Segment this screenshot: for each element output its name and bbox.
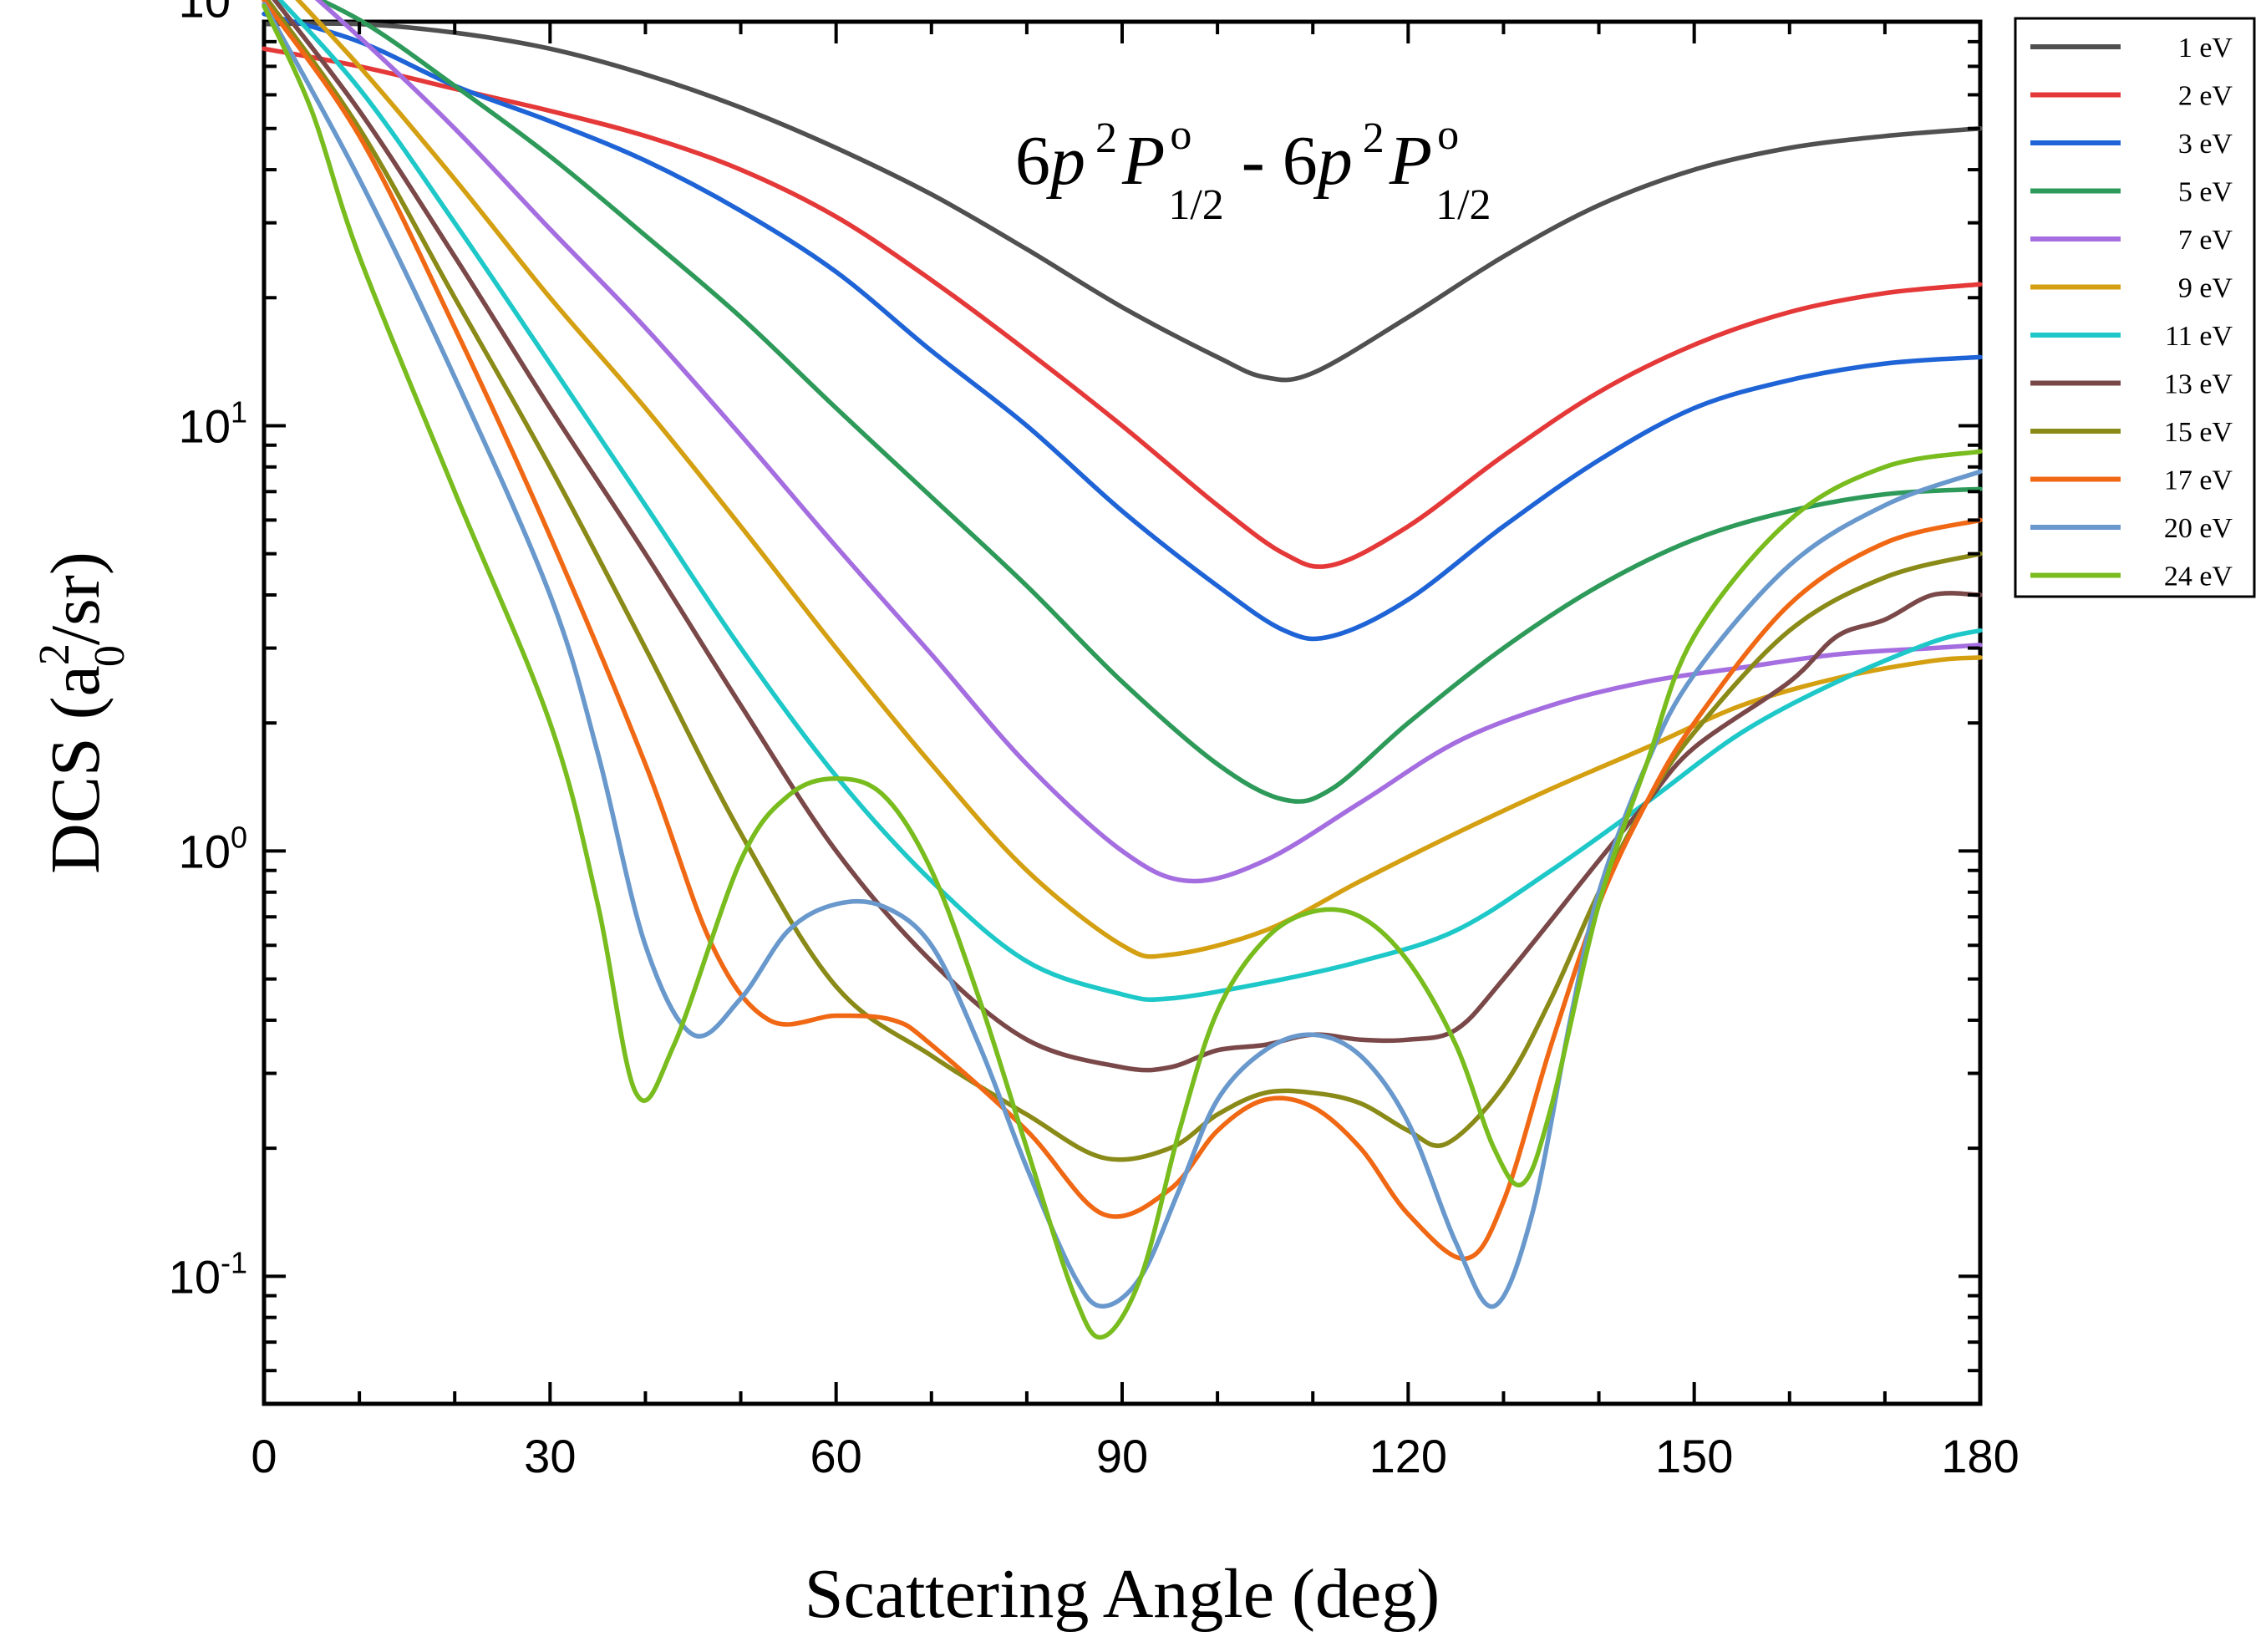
series-line-17-ev (262, 0, 1983, 1262)
series-line-3-ev (262, 11, 1983, 642)
y-tick-label: 100 (179, 820, 247, 877)
legend-label: 5 eV (2178, 177, 2233, 208)
legend-label: 1 eV (2178, 33, 2233, 64)
x-tick-label: 0 (251, 1430, 277, 1482)
x-tick-label: 180 (1941, 1430, 2019, 1482)
series-line-2-ev (262, 46, 1983, 569)
series-line-11-ev (277, 0, 1983, 1003)
x-tick-label: 150 (1655, 1430, 1733, 1482)
y-tick-label: 102 (179, 0, 247, 28)
series-line-9-ev (295, 0, 1983, 959)
series-line-24-ev (262, 3, 1983, 1340)
legend-label: 3 eV (2178, 129, 2233, 160)
y-axis-title: DCS (a2 0/sr) (31, 552, 134, 874)
legend-label: 20 eV (2164, 513, 2233, 544)
legend-label: 9 eV (2178, 273, 2233, 304)
legend-label: 17 eV (2164, 465, 2233, 496)
y-tick-label: 101 (179, 394, 247, 452)
legend: 1 eV 2 eV 3 eV 5 eV 7 eV 9 eV 11 eV 13 eV 15 eV 1… (2030, 33, 2233, 592)
transition-annotation: 6p 2P o 1/2 - 6p 2P o 1/2 (1015, 111, 1491, 229)
series-line-5-ev (315, 0, 1983, 804)
x-tick-label: 30 (524, 1430, 576, 1482)
legend-label: 2 eV (2178, 81, 2233, 112)
x-tick-label: 90 (1096, 1430, 1148, 1482)
x-tick-label: 120 (1369, 1430, 1447, 1482)
series-layer (262, 0, 1983, 1340)
legend-frame (2014, 17, 2256, 598)
series-line-1-ev (262, 21, 1983, 383)
y-tick-label: 10-1 (169, 1245, 247, 1303)
legend-label: 13 eV (2164, 369, 2233, 400)
ticks-layer: 0 30 60 90 120 150 180 10-1 100 101 102 (169, 0, 2020, 1482)
x-axis-title: Scattering Angle (deg) (805, 1555, 1440, 1633)
series-line-20-ev (262, 2, 1983, 1309)
legend-label: 15 eV (2164, 417, 2233, 448)
x-tick-label: 60 (810, 1430, 862, 1482)
legend-label: 11 eV (2165, 321, 2233, 352)
legend-label: 7 eV (2178, 225, 2233, 256)
legend-label: 24 eV (2164, 562, 2233, 592)
